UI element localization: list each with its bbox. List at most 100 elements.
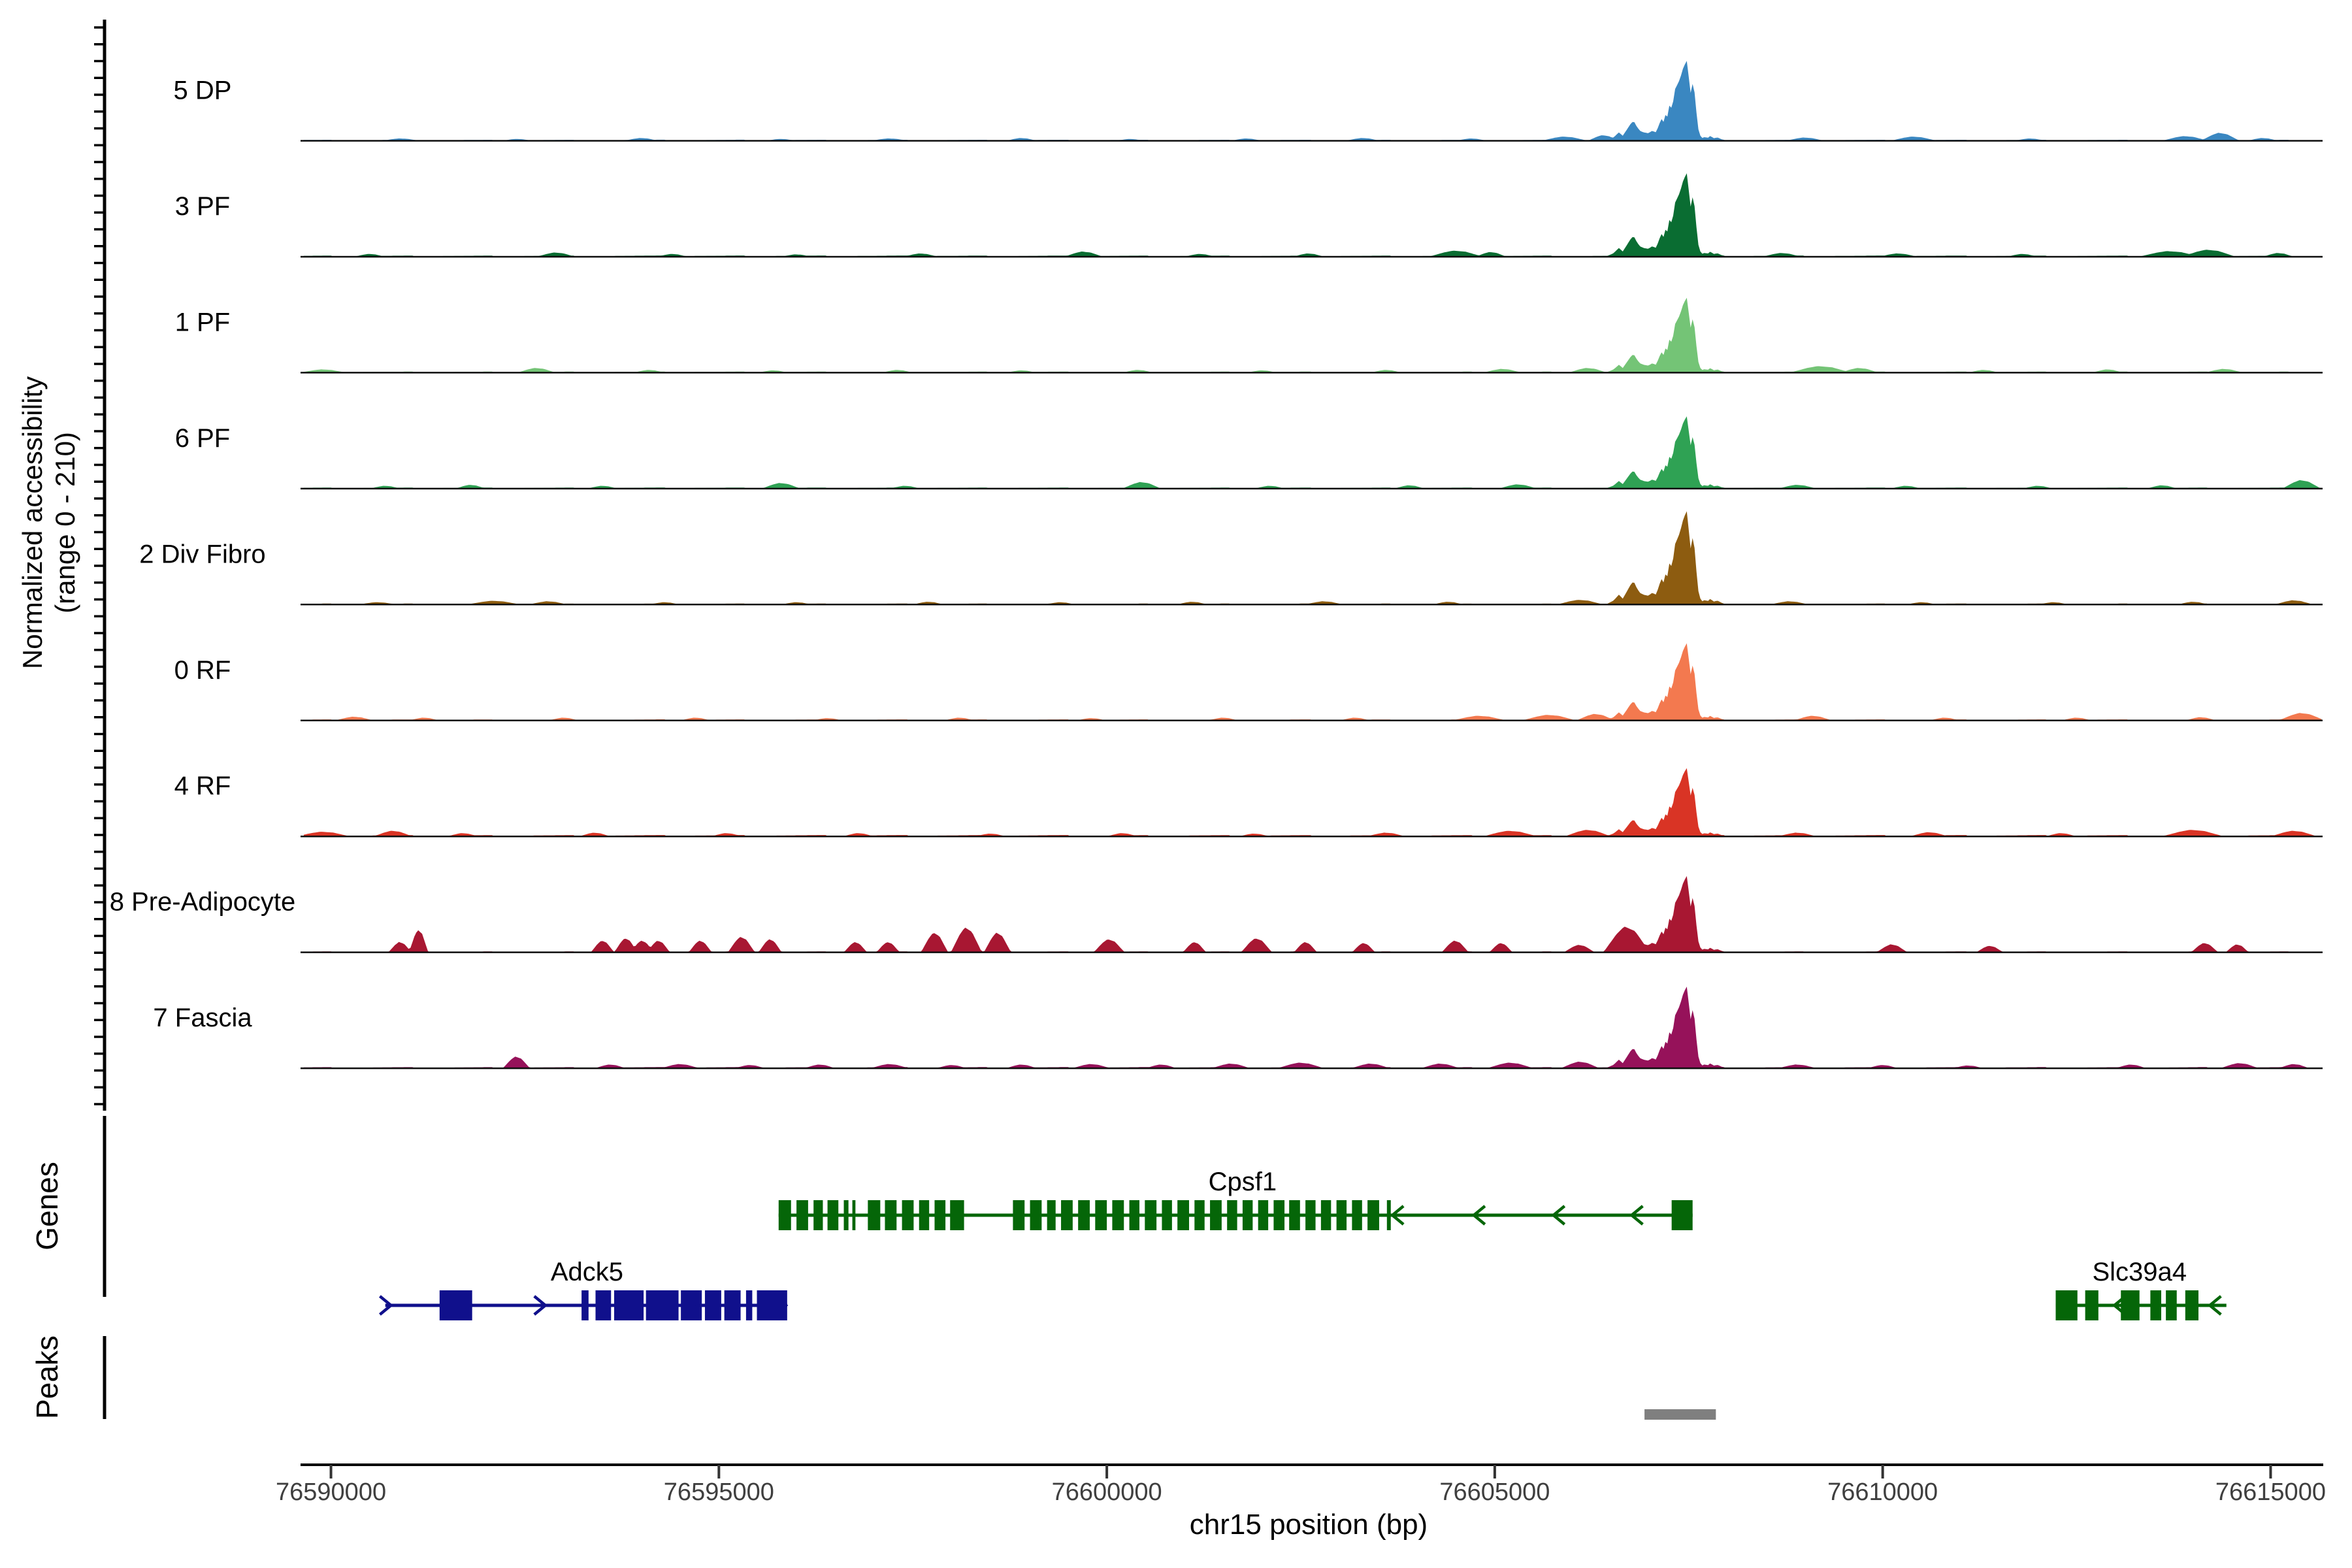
gene-exon	[2185, 1290, 2198, 1320]
track-label: 3 PF	[175, 192, 230, 221]
gene-exon	[1336, 1200, 1347, 1230]
track-label: 8 Pre-Adipocyte	[110, 888, 296, 917]
gene-exon	[1061, 1200, 1073, 1230]
peak-call-bar	[1644, 1409, 1716, 1420]
peaks-section-label: Peaks	[30, 1335, 64, 1419]
x-axis-tick-label: 76615000	[2215, 1478, 2326, 1506]
gene-name-label: Adck5	[551, 1258, 623, 1286]
track-label: 0 RF	[174, 656, 231, 685]
gene-exon	[1210, 1200, 1222, 1230]
gene-exon	[1112, 1200, 1124, 1230]
gene-exon	[827, 1200, 839, 1230]
coverage-signal	[304, 643, 2323, 721]
peaks-section: Peaks	[30, 1335, 1716, 1420]
x-axis-title: chr15 position (bp)	[1190, 1509, 1428, 1541]
y-axis: Normalized accessibility (range 0 - 210)	[17, 20, 106, 1111]
gene-exon	[1177, 1200, 1189, 1230]
coverage-signal	[304, 173, 2323, 257]
track-label: 4 RF	[174, 772, 231, 800]
coverage-track: 8 Pre-Adipocyte	[110, 875, 2323, 953]
gene-exon	[2055, 1290, 2078, 1320]
gene-exon	[757, 1290, 787, 1320]
gene-exon	[1320, 1200, 1331, 1230]
strand-arrow-icon	[686, 1295, 701, 1316]
strand-arrow-icon	[774, 1295, 789, 1316]
x-axis-ticks: 76590000 76595000 76600000 76605000 76610000…	[276, 1465, 2326, 1506]
gene-exon	[645, 1290, 679, 1320]
coverage-track: 6 PF	[175, 416, 2323, 490]
gene-exon	[843, 1200, 849, 1230]
coverage-track: 4 RF	[174, 768, 2323, 838]
peak-calls	[1644, 1409, 1716, 1420]
gene-exon	[1030, 1200, 1042, 1230]
coverage-signal	[304, 875, 2323, 953]
track-label: 1 PF	[175, 308, 230, 336]
strand-arrow-icon	[1471, 1205, 1486, 1226]
gene-model: Adck5	[379, 1258, 789, 1320]
gene-exon	[704, 1290, 721, 1320]
gene-exon	[724, 1290, 741, 1320]
gene-exon	[852, 1200, 856, 1230]
gene-exon	[1145, 1200, 1157, 1230]
gene-exon	[1194, 1200, 1205, 1230]
gene-model: Slc39a4	[2055, 1258, 2227, 1320]
gene-exon	[745, 1290, 753, 1320]
coverage-signal	[304, 511, 2323, 605]
gene-name-label: Cpsf1	[1209, 1168, 1277, 1196]
gene-exon	[813, 1200, 823, 1230]
genes-section-label: Genes	[30, 1162, 64, 1250]
gene-exon	[1129, 1200, 1139, 1230]
coverage-signal	[304, 768, 2323, 837]
gene-exon	[868, 1200, 881, 1230]
x-axis-tick-label: 76610000	[1827, 1478, 1938, 1506]
gene-exon	[1162, 1200, 1172, 1230]
gene-exon	[2150, 1290, 2161, 1320]
y-axis-label-line1: Normalized accessibility	[17, 376, 48, 669]
strand-arrow-icon	[1551, 1205, 1566, 1226]
gene-exon	[885, 1200, 897, 1230]
gene-model: Cpsf1	[778, 1168, 1693, 1230]
strand-arrow-icon	[1629, 1205, 1644, 1226]
gene-exon	[2085, 1290, 2099, 1320]
y-axis-ticks	[94, 26, 105, 1105]
gene-name-label: Slc39a4	[2092, 1258, 2187, 1286]
gene-exon	[902, 1200, 914, 1230]
gene-exon	[950, 1200, 964, 1230]
coverage-track: 7 Fascia	[153, 987, 2323, 1070]
gene-exon	[1367, 1200, 1379, 1230]
track-label: 5 DP	[174, 76, 232, 105]
gene-exon	[778, 1200, 791, 1230]
x-axis-tick-label: 76605000	[1439, 1478, 1550, 1506]
gene-exon	[1386, 1200, 1391, 1230]
coverage-track: 1 PF	[175, 297, 2323, 374]
gene-exon	[1305, 1200, 1316, 1230]
strand-arrow-icon	[1390, 1205, 1405, 1226]
gene-exon	[1227, 1200, 1237, 1230]
gene-exon	[614, 1290, 644, 1320]
x-axis: 76590000 76595000 76600000 76605000 76610000…	[276, 1463, 2326, 1541]
gene-exon	[1242, 1200, 1253, 1230]
gene-exon	[2166, 1290, 2177, 1320]
track-label: 7 Fascia	[153, 1004, 252, 1032]
strand-arrow-icon	[533, 1295, 548, 1316]
gene-exon	[796, 1200, 808, 1230]
gene-exon	[1258, 1200, 1269, 1230]
strand-arrow-icon	[2112, 1295, 2127, 1316]
gene-models: Cpsf1 Adck5 Slc39a4	[379, 1168, 2227, 1320]
gene-exon	[1013, 1200, 1025, 1230]
gene-exon	[919, 1200, 930, 1230]
gene-exon	[1047, 1200, 1056, 1230]
x-axis-tick-label: 76595000	[664, 1478, 774, 1506]
coverage-track: 2 Div Fibro	[139, 511, 2323, 606]
strand-arrow-icon	[2207, 1295, 2222, 1316]
coverage-signal	[304, 61, 2323, 141]
track-label: 2 Div Fibro	[139, 540, 265, 568]
gene-exon	[1289, 1200, 1300, 1230]
track-label: 6 PF	[175, 424, 230, 453]
gene-exon	[934, 1200, 946, 1230]
strand-arrow-icon	[379, 1295, 393, 1316]
coverage-signal	[304, 297, 2323, 373]
coverage-track: 5 DP	[174, 61, 2323, 142]
gene-exon	[595, 1290, 612, 1320]
